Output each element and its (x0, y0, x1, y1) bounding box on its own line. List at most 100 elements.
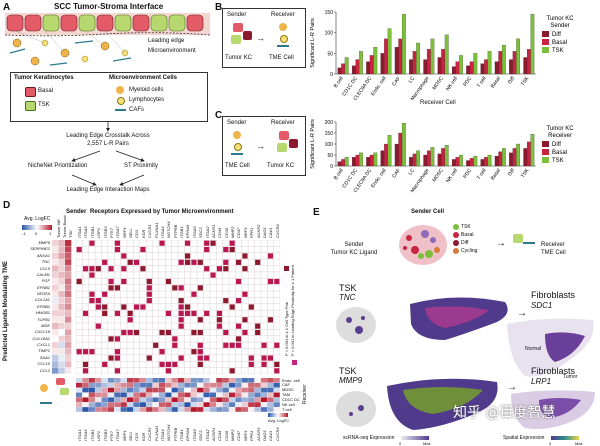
matrix-cell (159, 349, 165, 355)
e-scrna-min: 0 (399, 441, 402, 446)
receiver-heat-cell (248, 382, 255, 388)
receiver-heat-cell (120, 402, 127, 407)
receiver-heat-cell (267, 392, 274, 398)
ligand-heat-cell (65, 246, 72, 253)
ligand-label: EFNB1 (37, 284, 50, 290)
receiver-heat-cell (139, 382, 146, 388)
x-tick-label: B cell (333, 76, 345, 89)
receiver-heat-cell (171, 392, 178, 398)
ligand-label: MMP9 (38, 240, 50, 245)
y-tick-label: 100 (325, 31, 334, 37)
receiver-heat-cell (209, 382, 217, 388)
bar (394, 143, 399, 167)
receiver-heat-cell (146, 387, 153, 393)
matrix-cell (197, 259, 203, 265)
b-arrow-icon: → (256, 33, 265, 43)
ligand-heat-cell (58, 316, 65, 323)
x-tick-label: NK cell (445, 76, 459, 92)
ligand-heat-cell (52, 310, 59, 317)
receiver-heat-cell (146, 407, 153, 412)
receiver-heat-cell (127, 392, 134, 398)
lymphocyte-icon (117, 97, 125, 105)
bar (516, 143, 521, 167)
matrix-cell (261, 355, 267, 361)
bar (341, 159, 346, 167)
ligand-label: COL18A1 (32, 335, 50, 341)
ligand-label: TIMP1 (38, 348, 50, 354)
receiver-heat-cell (216, 407, 223, 412)
receptor-label: CD44 (217, 227, 223, 238)
d-bottom-scale-label: Avg. LogFC (268, 418, 290, 423)
receiver-heat-cell (107, 378, 115, 383)
receiver-heat-cell (184, 407, 191, 412)
panel-e: Sender Cell Sender Tumor KC Ligand TSK B… (313, 206, 600, 446)
receiver-heat-cell (171, 397, 178, 403)
x-tick-label: CAF (391, 168, 402, 180)
receiver-heat-cell (114, 407, 121, 412)
matrix-cell (197, 285, 203, 291)
legend-swatch (542, 141, 549, 147)
matrix-cell (108, 285, 114, 291)
receptor-label: ITGA2 (204, 429, 210, 441)
matrix-cell (114, 336, 121, 342)
receiver-heat-cell (95, 378, 102, 383)
e-row1-tumor: Tumor (563, 374, 578, 380)
bar (484, 59, 488, 75)
receiver-heat-cell (209, 402, 217, 407)
e-sender-cell: Sender Cell (411, 209, 445, 215)
receiver-heat-cell (114, 378, 121, 383)
receptor-label: SDC2 (198, 430, 204, 441)
receiver-heat-cell (120, 392, 127, 398)
matrix-cell (242, 253, 248, 259)
receiver-heat-cell (241, 387, 248, 393)
matrix-cell (172, 361, 178, 368)
matrix-cell (108, 355, 114, 361)
receptor-label: CD47 (236, 430, 242, 441)
bar (480, 63, 485, 75)
receiver-type-label: TAM (282, 392, 291, 398)
receiver-heat-cell (101, 407, 108, 412)
e-row1-right-cell: Fibroblasts (531, 290, 576, 300)
matrix-cell (204, 355, 210, 361)
matrix-cell (159, 329, 165, 336)
legend-entry: Basal (552, 40, 567, 46)
receiver-heat-cell (107, 402, 115, 407)
matrix-cell (95, 304, 101, 310)
matrix-cell (127, 259, 133, 265)
receptor-label: ACKR3 (255, 224, 261, 238)
bar (380, 150, 385, 167)
matrix-cell (82, 349, 89, 355)
x-tick-label: T cell (476, 168, 488, 181)
x-tick-label: Basal (490, 76, 502, 90)
bar (494, 155, 499, 167)
x-tick-label: PDC (462, 75, 473, 87)
matrix-cell (197, 342, 203, 348)
receiver-heat-cell (273, 402, 280, 407)
nichenet-label: NicheNet Prioritization (28, 163, 88, 169)
receiver-heat-cell (267, 402, 274, 407)
matrix-cell (146, 278, 152, 285)
receptor-label: CAV1 (268, 227, 274, 238)
receiver-heat-cell (267, 382, 274, 388)
receiver-type-label: Endo. cell (282, 377, 300, 383)
matrix-cell (89, 266, 95, 272)
ligand-label: VEGFA (36, 291, 50, 297)
y-tick-label: 200 (325, 120, 334, 126)
matrix-cell (89, 240, 95, 246)
receiver-heat-cell (88, 407, 95, 412)
receiver-heat-cell (235, 397, 242, 403)
receiver-heat-cell (229, 378, 236, 383)
e-legend-basal: Basal (461, 232, 474, 238)
matrix-cell (229, 368, 235, 374)
ligand-heat-cell (58, 297, 65, 304)
ligand-heat-cell (58, 348, 65, 355)
bar (444, 34, 449, 75)
legend-swatch (542, 47, 549, 53)
receptor-label: KDR (140, 432, 146, 441)
e-spatial-label: Spatial Expression (503, 435, 545, 441)
ligand-label: SAA1 (39, 354, 50, 360)
panel-a: SCC Tumor-Stroma Interface (0, 0, 212, 198)
receiver-heat-cell (171, 387, 178, 393)
receptor-label: NOTCH4 (166, 424, 172, 441)
receiver-heat-cell (203, 392, 210, 398)
